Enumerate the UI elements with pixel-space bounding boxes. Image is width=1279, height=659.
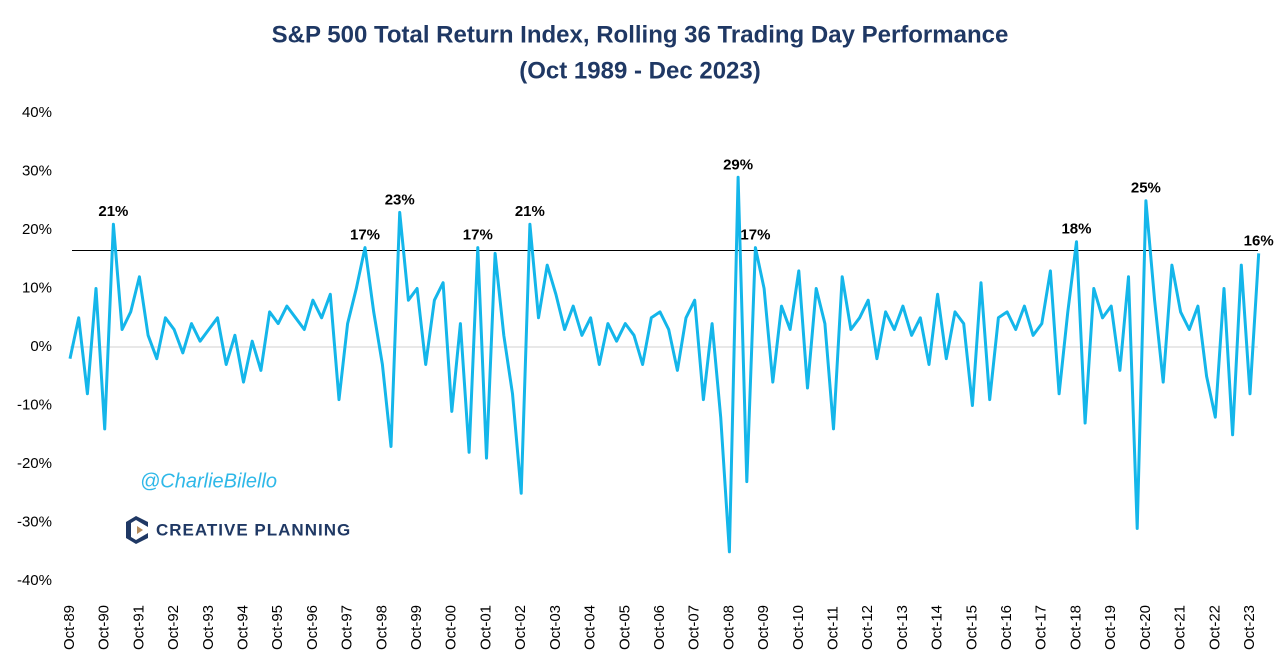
x-tick-label: Oct-19 xyxy=(1102,605,1119,650)
x-tick-label: Oct-95 xyxy=(269,605,286,650)
x-tick-label: Oct-14 xyxy=(929,605,946,650)
x-tick-label: Oct-06 xyxy=(651,605,668,650)
x-tick-label: Oct-20 xyxy=(1137,605,1154,650)
data-label: 23% xyxy=(385,191,415,208)
x-tick-label: Oct-99 xyxy=(408,605,425,650)
x-tick-label: Oct-98 xyxy=(373,605,390,650)
x-tick-label: Oct-22 xyxy=(1206,605,1223,650)
y-tick-label: 10% xyxy=(22,279,52,296)
data-label: 25% xyxy=(1131,180,1161,197)
x-tick-label: Oct-96 xyxy=(304,605,321,650)
x-tick-label: Oct-91 xyxy=(130,605,147,650)
x-tick-label: Oct-18 xyxy=(1067,605,1084,650)
x-tick-label: Oct-05 xyxy=(616,605,633,650)
x-tick-label: Oct-15 xyxy=(963,605,980,650)
x-tick-label: Oct-23 xyxy=(1241,605,1258,650)
y-tick-label: 0% xyxy=(30,338,52,355)
y-tick-label: -10% xyxy=(17,396,52,413)
x-tick-label: Oct-10 xyxy=(790,605,807,650)
x-tick-label: Oct-92 xyxy=(165,605,182,650)
x-tick-label: Oct-04 xyxy=(582,605,599,650)
x-tick-label: Oct-01 xyxy=(477,605,494,650)
brand-logo xyxy=(126,516,148,544)
x-tick-label: Oct-17 xyxy=(1033,605,1050,650)
brand-name: CREATIVE PLANNING xyxy=(156,520,351,539)
data-label: 21% xyxy=(515,203,545,220)
x-tick-label: Oct-97 xyxy=(339,605,356,650)
y-tick-label: 40% xyxy=(22,104,52,121)
x-tick-label: Oct-21 xyxy=(1172,605,1189,650)
y-tick-label: 20% xyxy=(22,221,52,238)
x-tick-label: Oct-12 xyxy=(859,605,876,650)
y-tick-label: -30% xyxy=(17,513,52,530)
data-label: 17% xyxy=(350,227,380,244)
x-tick-label: Oct-16 xyxy=(998,605,1015,650)
y-tick-label: 30% xyxy=(22,162,52,179)
chart-title: S&P 500 Total Return Index, Rolling 36 T… xyxy=(272,21,1009,48)
data-line xyxy=(68,175,1261,554)
x-tick-label: Oct-07 xyxy=(686,605,703,650)
x-tick-label: Oct-08 xyxy=(720,605,737,650)
x-tick-label: Oct-93 xyxy=(200,605,217,650)
chart-subtitle: (Oct 1989 - Dec 2023) xyxy=(519,57,760,84)
data-label: 17% xyxy=(740,227,770,244)
data-label: 18% xyxy=(1061,221,1091,238)
data-label: 17% xyxy=(463,227,493,244)
watermark: @CharlieBilello xyxy=(140,470,277,492)
x-tick-label: Oct-90 xyxy=(96,605,113,650)
x-tick-label: Oct-02 xyxy=(512,605,529,650)
y-tick-label: -20% xyxy=(17,455,52,472)
x-tick-label: Oct-11 xyxy=(824,606,841,650)
data-label: 29% xyxy=(723,156,753,173)
x-tick-label: Oct-00 xyxy=(443,605,460,650)
x-tick-label: Oct-09 xyxy=(755,605,772,650)
data-label: 21% xyxy=(98,203,128,220)
y-tick-label: -40% xyxy=(17,572,52,589)
x-tick-label: Oct-94 xyxy=(234,605,251,650)
x-tick-label: Oct-03 xyxy=(547,605,564,650)
x-tick-label: Oct-13 xyxy=(894,605,911,650)
data-label: 16% xyxy=(1244,232,1274,249)
x-tick-label: Oct-89 xyxy=(61,605,78,650)
